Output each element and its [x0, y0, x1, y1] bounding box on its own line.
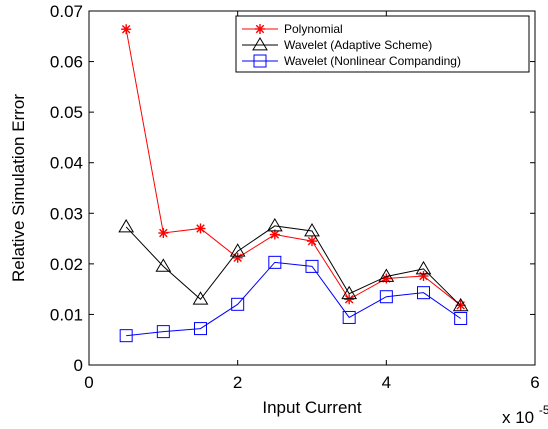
legend-entry: Wavelet (Nonlinear Companding)	[242, 54, 461, 68]
data-point	[156, 325, 170, 339]
axis-ticks: 0 2 4 6 0 0.01 0.02 0.03 0.04 0.05 0.06 0.07	[50, 2, 540, 392]
legend-marker	[252, 37, 268, 51]
x-tick-label: 6	[530, 373, 539, 392]
data-point	[452, 297, 469, 312]
series-1	[118, 217, 469, 312]
data-point	[229, 243, 246, 257]
data-point	[155, 258, 172, 272]
marker-stroke	[270, 230, 280, 239]
x-tick-label: 0	[84, 373, 93, 392]
data-point	[195, 223, 206, 234]
x-axis-exponent: x 10 -5	[502, 403, 548, 427]
marker-stroke	[344, 295, 354, 304]
x-tick-label: 2	[233, 373, 242, 392]
marker-stroke	[255, 24, 265, 34]
legend-marker	[255, 24, 265, 34]
series-0	[121, 24, 466, 311]
y-tick-label: 0.03	[50, 204, 83, 223]
series-line	[125, 225, 462, 307]
data-point	[305, 259, 319, 273]
data-point	[304, 222, 320, 237]
legend-box	[235, 15, 530, 73]
y-tick-label: 0	[74, 356, 83, 375]
y-tick-label: 0.04	[50, 154, 83, 173]
data-point	[344, 294, 355, 305]
data-point	[158, 228, 169, 239]
data-point	[266, 217, 283, 232]
marker-stroke	[121, 24, 131, 34]
data-point	[378, 268, 395, 282]
marker-stroke	[307, 236, 317, 246]
y-tick-label: 0.01	[50, 305, 83, 324]
data-point	[417, 286, 430, 300]
data-point	[268, 255, 282, 269]
data-point	[192, 291, 209, 305]
data-point	[342, 310, 356, 324]
y-tick-label: 0.07	[50, 2, 83, 21]
legend-label: Polynomial	[284, 22, 343, 36]
plot-area	[88, 10, 536, 366]
marker-stroke	[196, 224, 205, 233]
y-axis-label: Relative Simulation Error	[9, 94, 28, 282]
x-exponent-power: -5	[539, 403, 548, 417]
x-exponent-base: x 10	[502, 408, 534, 427]
legend-entry: Wavelet (Adaptive Scheme)	[242, 37, 432, 52]
data-point	[121, 24, 132, 35]
marker-stroke	[159, 228, 168, 238]
legend: Polynomial Wavelet (Adaptive Scheme) Wavel…	[235, 15, 530, 73]
data-point	[415, 260, 432, 275]
y-tick-label: 0.02	[50, 255, 83, 274]
data-point	[119, 329, 133, 343]
marker-stroke	[233, 253, 242, 263]
data-point	[379, 290, 393, 304]
series-line	[126, 261, 461, 337]
data-point	[194, 322, 207, 336]
data-point	[341, 285, 358, 300]
series-line	[125, 29, 461, 306]
y-tick-label: 0.06	[50, 53, 83, 72]
legend-marker	[253, 54, 267, 68]
series-layer	[118, 24, 469, 343]
legend-label: Wavelet (Adaptive Scheme)	[284, 38, 432, 52]
legend-label: Wavelet (Nonlinear Companding)	[284, 54, 461, 68]
data-point	[231, 297, 245, 311]
series-2	[119, 255, 468, 343]
x-axis-label: Input Current	[262, 398, 361, 417]
legend-entry: Polynomial	[242, 22, 343, 36]
y-tick-label: 0.05	[50, 103, 83, 122]
data-point	[232, 252, 243, 263]
data-point	[118, 218, 135, 233]
data-point	[307, 236, 317, 247]
data-point	[454, 311, 468, 325]
x-tick-label: 4	[382, 373, 391, 392]
